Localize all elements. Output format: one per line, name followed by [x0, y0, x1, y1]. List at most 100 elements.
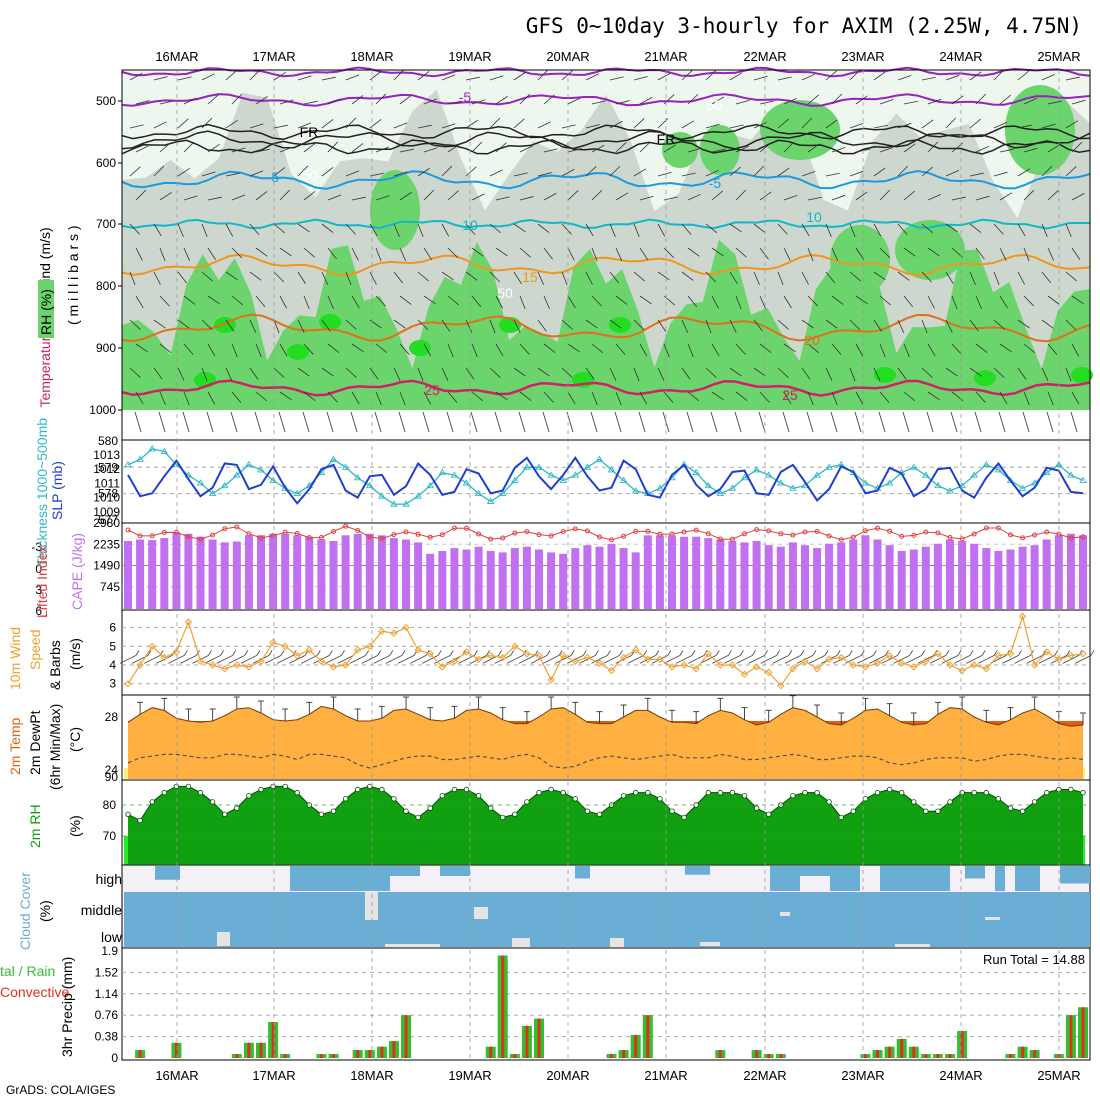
cape-bar — [885, 545, 894, 609]
wind10-barb-flag — [401, 650, 406, 656]
li-point — [439, 532, 445, 538]
thickness-point — [1030, 479, 1039, 486]
cape-bar — [933, 543, 942, 609]
precip-conv-bar — [948, 1054, 952, 1058]
wind10-barb — [579, 655, 596, 664]
wind-barb — [345, 117, 357, 129]
li-point — [1044, 529, 1050, 535]
wind-barb — [303, 343, 314, 355]
li-point — [294, 531, 300, 536]
wind10-barb-flag — [244, 650, 249, 656]
wind-barb — [735, 145, 749, 153]
precip-conv-bar — [1081, 1007, 1085, 1058]
cloud-high-block — [1015, 866, 1040, 891]
rh-point — [596, 811, 603, 817]
precip-conv-bar — [247, 1042, 251, 1058]
thickness-point — [607, 466, 616, 473]
wind-barb — [249, 271, 262, 281]
cloud-high-block — [290, 866, 390, 891]
wind-barb — [1046, 411, 1054, 433]
wind10-barb — [349, 655, 366, 664]
thickness-point — [970, 471, 978, 478]
cape-bar — [655, 535, 664, 609]
rh-point — [451, 786, 458, 793]
wind-speed-point — [825, 655, 833, 664]
wind10-barb-flag — [993, 650, 998, 656]
li-point — [621, 533, 627, 539]
wind-barb — [783, 97, 797, 105]
thickness-point — [353, 473, 362, 481]
wind-barb — [711, 391, 724, 401]
rh-point — [439, 793, 445, 799]
wind-barb — [375, 343, 388, 354]
wind-speed-point — [970, 661, 978, 669]
li-point — [838, 537, 844, 543]
cape-bar — [1006, 549, 1015, 609]
wind-barb — [849, 367, 856, 382]
wind-barb — [255, 247, 268, 257]
thickness-point — [825, 463, 833, 470]
cape-bar — [909, 549, 918, 609]
wind-barb — [351, 295, 360, 309]
rh-point — [548, 786, 554, 793]
wind-barb — [135, 391, 144, 405]
rh-point — [850, 808, 856, 814]
rh-point — [270, 783, 276, 790]
li-point — [766, 528, 772, 534]
wind-barb — [177, 118, 189, 129]
wind-barb — [321, 223, 334, 233]
wind-barb — [177, 271, 187, 284]
rh-point — [620, 793, 627, 799]
cloud-gap-block — [610, 938, 624, 947]
cape-bar — [692, 536, 701, 609]
wind-barb — [201, 319, 213, 330]
wind10-barb — [313, 655, 330, 664]
wind-barb — [273, 71, 286, 81]
wind-barb — [446, 411, 454, 433]
wind-barb — [657, 223, 666, 237]
wind-tick-label: 4 — [109, 658, 116, 672]
slp-tick-label: 1012 — [93, 462, 120, 476]
rh-point — [959, 789, 965, 796]
wind-barb — [705, 319, 712, 334]
thickness-point — [511, 476, 519, 483]
li-point — [524, 529, 530, 535]
wind10-barb-flag — [147, 650, 152, 656]
dewpoint-series-line — [127, 753, 1084, 769]
wind-barb — [825, 223, 832, 238]
wind-barb — [135, 295, 144, 309]
wind10-barb-flag — [945, 650, 950, 656]
wind-barb — [417, 367, 424, 382]
wind10-barb-flag — [788, 650, 793, 656]
slp-tick-label: 1011 — [94, 476, 120, 490]
wind-speed-point — [438, 663, 447, 671]
wind10-barb — [422, 655, 439, 664]
wind-barb — [489, 75, 504, 81]
li-point — [609, 537, 614, 543]
cape-bar — [329, 541, 338, 609]
wind-barb — [879, 343, 886, 358]
precip-conv-bar — [960, 1031, 964, 1058]
wind-barb — [753, 271, 760, 286]
wind-barb — [615, 391, 622, 406]
wind-barb — [782, 411, 790, 433]
precip-conv-bar — [356, 1050, 360, 1058]
axis-titles: Wind (m/s) Temperature (°C) RH (%) ( m i… — [0, 225, 85, 1057]
wind-barb — [921, 367, 933, 378]
thk-tick-label: 577 — [98, 513, 118, 527]
wind-barb — [561, 319, 573, 330]
wind-barb — [639, 247, 649, 260]
wind10-barb — [712, 655, 729, 664]
top-date-label: 18MAR — [350, 49, 393, 64]
wind10-barb-flag — [824, 650, 829, 656]
rh-point — [125, 811, 131, 817]
li-point — [560, 529, 566, 534]
wind-barb — [711, 190, 723, 201]
cloud-high-block — [155, 866, 180, 880]
wind-barb — [567, 391, 576, 405]
wind-barb — [519, 391, 532, 401]
wind-barb — [945, 367, 958, 377]
wind-barb — [297, 75, 312, 81]
rh-point — [753, 805, 760, 811]
wind10-barb-flag — [619, 650, 623, 656]
